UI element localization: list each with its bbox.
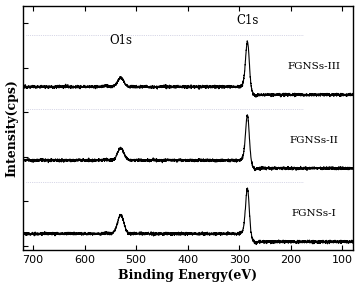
Text: FGNSs-III: FGNSs-III xyxy=(288,62,341,71)
Text: FGNSs-II: FGNSs-II xyxy=(289,136,338,145)
Y-axis label: Intensity(cps): Intensity(cps) xyxy=(5,79,19,177)
Text: C1s: C1s xyxy=(236,14,259,27)
X-axis label: Binding Energy(eV): Binding Energy(eV) xyxy=(118,270,257,283)
Text: FGNSs-I: FGNSs-I xyxy=(292,209,336,218)
Text: O1s: O1s xyxy=(109,34,132,47)
